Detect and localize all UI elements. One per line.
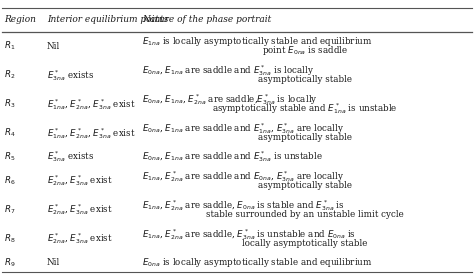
Text: locally asymptotically stable: locally asymptotically stable <box>242 239 368 248</box>
Text: asymptotically stable: asymptotically stable <box>258 133 352 142</box>
Text: $E_{0na}$, $E_{1na}$ are saddle and $E^*_{1na}$, $E^*_{3na}$ are locally: $E_{0na}$, $E_{1na}$ are saddle and $E^*… <box>142 121 344 136</box>
Text: $E_{0na}$, $E_{1na}$ are saddle and $E^*_{3na}$ is unstable: $E_{0na}$, $E_{1na}$ are saddle and $E^*… <box>142 150 323 165</box>
Text: asymptotically stable: asymptotically stable <box>258 181 352 190</box>
Text: $E^*_{3na}$ exists: $E^*_{3na}$ exists <box>47 68 94 83</box>
Text: $R_1$: $R_1$ <box>4 40 16 52</box>
Text: Nature of the phase portrait: Nature of the phase portrait <box>142 16 271 24</box>
Text: $E^*_{1na}$, $E^*_{2na}$, $E^*_{3na}$ exist: $E^*_{1na}$, $E^*_{2na}$, $E^*_{3na}$ ex… <box>47 97 136 111</box>
Text: $R_3$: $R_3$ <box>4 98 16 110</box>
Text: $E_{0na}$, $E_{1na}$, $E^*_{2na}$ are saddle,$E^*_{3na}$ is locally: $E_{0na}$, $E_{1na}$, $E^*_{2na}$ are sa… <box>142 92 318 107</box>
Text: $E_{1na}$, $E^*_{2na}$ are saddle, $E^*_{3na}$ is unstable and $E_{0na}$ is: $E_{1na}$, $E^*_{2na}$ are saddle, $E^*_… <box>142 227 356 242</box>
Text: stable surrounded by an unstable limit cycle: stable surrounded by an unstable limit c… <box>206 210 404 219</box>
Text: $E_{1na}$, $E^*_{2na}$ are saddle, $E_{0na}$ is stable and $E^*_{3na}$ is: $E_{1na}$, $E^*_{2na}$ are saddle, $E_{0… <box>142 198 345 213</box>
Text: $R_7$: $R_7$ <box>4 204 16 216</box>
Text: $E_{0na}$, $E_{1na}$ are saddle and $E^*_{3na}$ is locally: $E_{0na}$, $E_{1na}$ are saddle and $E^*… <box>142 63 314 78</box>
Text: $E^*_{2na}$, $E^*_{3na}$ exist: $E^*_{2na}$, $E^*_{3na}$ exist <box>47 232 113 247</box>
Text: $R_4$: $R_4$ <box>4 127 16 139</box>
Text: Nil: Nil <box>47 41 60 51</box>
Text: $E^*_{3na}$ exists: $E^*_{3na}$ exists <box>47 150 94 165</box>
Text: Nil: Nil <box>47 259 60 267</box>
Text: $R_2$: $R_2$ <box>4 69 16 81</box>
Text: $R_6$: $R_6$ <box>4 175 16 187</box>
Text: $R_8$: $R_8$ <box>4 233 16 245</box>
Text: $R_9$: $R_9$ <box>4 257 16 269</box>
Text: $E^*_{1na}$, $E^*_{2na}$, $E^*_{3na}$ exist: $E^*_{1na}$, $E^*_{2na}$, $E^*_{3na}$ ex… <box>47 126 136 140</box>
Text: $R_5$: $R_5$ <box>4 151 16 163</box>
Text: point $E_{0na}$ is saddle: point $E_{0na}$ is saddle <box>262 44 348 57</box>
Text: Region: Region <box>4 16 36 24</box>
Text: asymptotically stable: asymptotically stable <box>258 75 352 84</box>
Text: $E^*_{2na}$, $E^*_{3na}$ exist: $E^*_{2na}$, $E^*_{3na}$ exist <box>47 173 113 188</box>
Text: $E_{0na}$ is locally asymptotically stable and equilibrium: $E_{0na}$ is locally asymptotically stab… <box>142 257 373 269</box>
Text: Interior equilibrium points: Interior equilibrium points <box>47 16 168 24</box>
Text: $E_{1na}$ is locally asymptotically stable and equilibrium: $E_{1na}$ is locally asymptotically stab… <box>142 35 373 48</box>
Text: asymptotically stable and $E^*_{1na}$ is unstable: asymptotically stable and $E^*_{1na}$ is… <box>212 101 398 116</box>
Text: $E^*_{2na}$, $E^*_{3na}$ exist: $E^*_{2na}$, $E^*_{3na}$ exist <box>47 203 113 217</box>
Text: $E_{1na}$, $E^*_{2na}$ are saddle and $E_{0na}$, $E^*_{3na}$ are locally: $E_{1na}$, $E^*_{2na}$ are saddle and $E… <box>142 169 344 184</box>
